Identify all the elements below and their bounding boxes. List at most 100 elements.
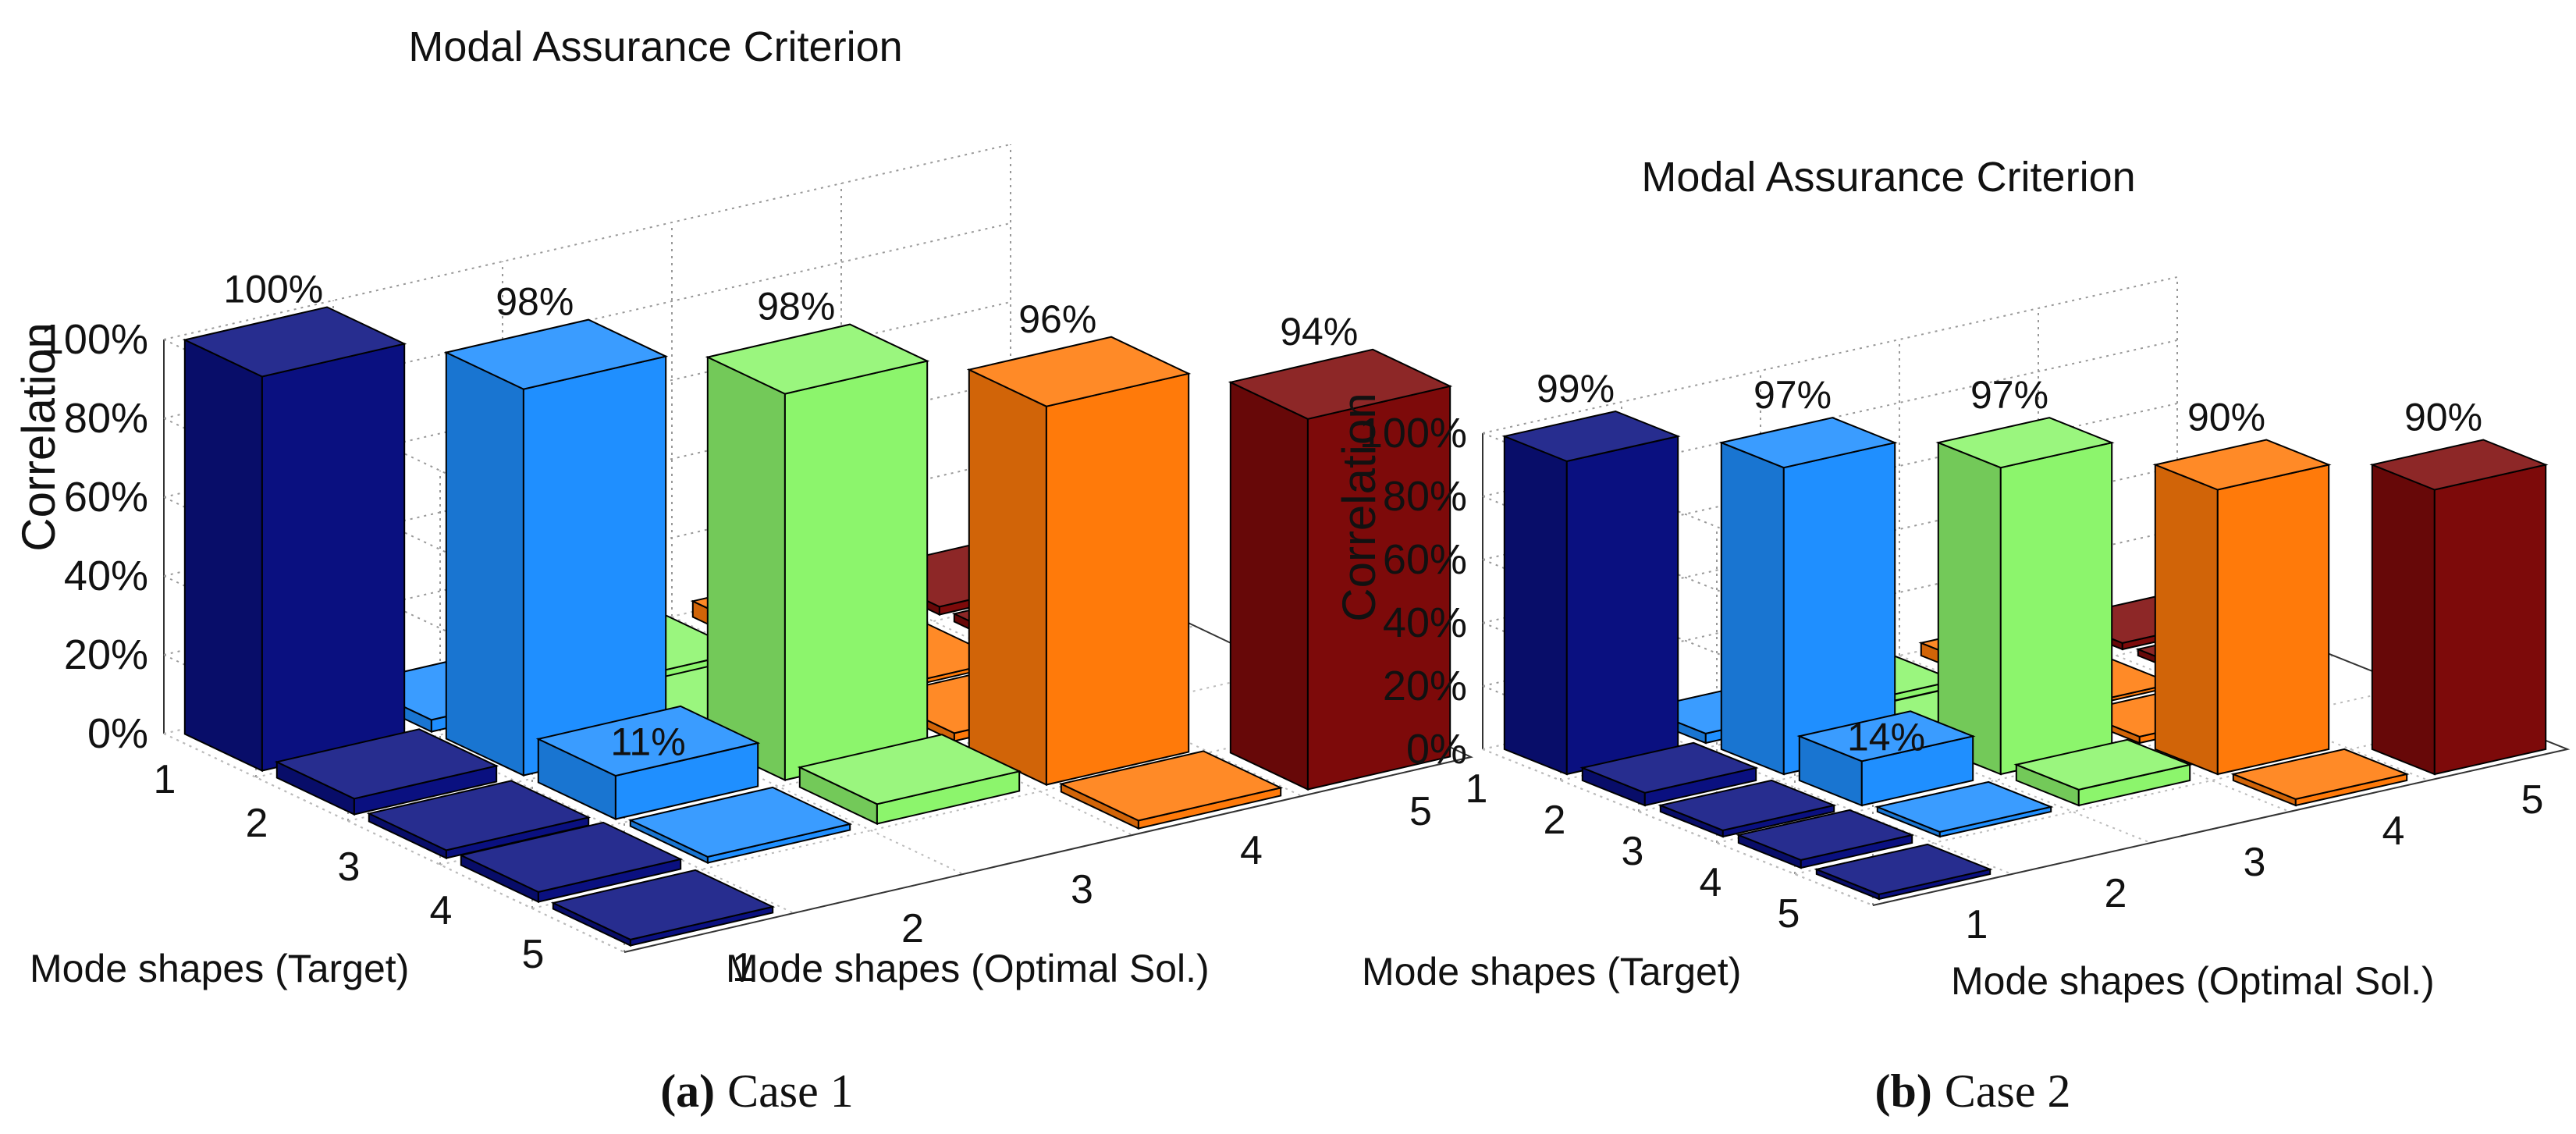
bar-top — [1058, 750, 1284, 822]
bar — [2230, 748, 2410, 807]
bar — [1658, 779, 1837, 838]
bar-face — [1565, 435, 1679, 776]
bar-face — [1503, 435, 1568, 776]
bar-top — [2013, 738, 2193, 791]
caption: (a) Case 1 — [660, 1065, 854, 1117]
caption: (b) Case 2 — [1875, 1065, 2071, 1117]
z-tick-label: 40% — [64, 553, 148, 599]
y-tick-label: 4 — [2382, 809, 2405, 854]
z-tick-label: 0% — [87, 710, 148, 757]
bar-face — [1999, 441, 2113, 776]
data-label: 90% — [2404, 396, 2482, 439]
y-axis-label: Mode shapes (Optimal Sol.) — [726, 947, 1210, 990]
bar — [550, 869, 776, 947]
bar-top — [182, 306, 407, 378]
y-tick-label: 5 — [1409, 789, 1432, 834]
data-labels: 100% 98% 98% 96% 94% 11% — [223, 268, 1358, 764]
bar-top — [797, 734, 1022, 805]
data-label: 98% — [757, 285, 835, 329]
bar-top — [550, 869, 776, 940]
highlight-label: 14% — [1847, 715, 1925, 759]
z-tick-label: 100% — [41, 316, 148, 363]
bar-face — [445, 351, 524, 777]
chart-title: Modal Assurance Criterion — [1641, 154, 2135, 201]
z-tick-label: 0% — [1406, 726, 1467, 773]
data-label: 96% — [1018, 297, 1096, 341]
bar-top — [1579, 741, 1759, 794]
bar-face — [522, 355, 667, 777]
bar — [1935, 417, 2115, 776]
x-tick-label: 3 — [338, 844, 361, 890]
bars — [1501, 410, 2549, 901]
bar-top — [1718, 417, 1898, 469]
z-tick-label: 40% — [1383, 599, 1467, 646]
bar-top — [627, 786, 853, 858]
bar-face — [1937, 441, 2002, 776]
z-tick-label: 80% — [1383, 473, 1467, 520]
x-axis-label: Mode shapes (Target) — [30, 947, 409, 990]
z-tick-label: 80% — [64, 395, 148, 442]
data-label: 90% — [2187, 396, 2265, 439]
z-tick-label: 100% — [1359, 410, 1467, 457]
bar — [1796, 710, 1976, 807]
y-axis-label: Mode shapes (Optimal Sol.) — [1951, 959, 2435, 1003]
bar-top — [1736, 809, 1915, 861]
bar — [1718, 417, 1898, 776]
bar-face — [1045, 372, 1190, 786]
bar-top — [1814, 843, 1993, 895]
y-tick-label: 1 — [732, 945, 755, 990]
bar — [966, 336, 1192, 787]
bar — [1058, 750, 1284, 830]
bar-top — [1796, 710, 1976, 763]
y-tick-label: 5 — [2521, 777, 2544, 823]
bar — [1501, 410, 1681, 776]
z-axis-label: Correlation — [1333, 393, 1385, 621]
highlight-label: 11% — [610, 720, 685, 763]
bar-face — [183, 338, 263, 773]
bar-face — [261, 343, 406, 772]
bar-top — [705, 323, 930, 395]
bar — [535, 705, 761, 821]
bar-top — [535, 705, 761, 777]
x-tick-label: 5 — [522, 932, 545, 977]
bar-top — [2230, 748, 2410, 800]
bar-face — [2154, 464, 2219, 776]
bar — [2152, 439, 2332, 776]
z-tick-label: 60% — [64, 474, 148, 521]
data-label: 97% — [1970, 373, 2048, 417]
z-tick-label: 20% — [1383, 663, 1467, 709]
bar-top — [1658, 779, 1837, 831]
bar — [274, 728, 499, 816]
bar-face — [1720, 441, 1785, 776]
caption-letter: (a) — [660, 1065, 715, 1117]
bar — [1874, 780, 2054, 838]
z-tick-label: 60% — [1383, 536, 1467, 583]
x-tick-label: 1 — [1466, 766, 1488, 812]
bar-face — [2433, 464, 2547, 776]
data-label: 97% — [1753, 373, 1832, 417]
x-tick-label: 2 — [1544, 798, 1566, 843]
chart-panel-case-2: Modal Assurance Criterion 0% 20% 40% 60% 80%… — [1333, 154, 2571, 1117]
y-tick-label: 4 — [1240, 828, 1263, 873]
gridline — [163, 733, 625, 953]
bar-top — [458, 821, 684, 893]
bar-face — [1229, 381, 1309, 791]
chart-panel-case-1: Modal Assurance Criterion 0%20%40%60%80%… — [12, 23, 1474, 1117]
gridline — [163, 222, 1011, 419]
data-label: 98% — [496, 280, 574, 324]
chart-title: Modal Assurance Criterion — [408, 23, 902, 70]
z-tick-label: 20% — [64, 631, 148, 678]
y-tick-label: 3 — [2244, 840, 2266, 885]
z-axis-label: Correlation — [12, 322, 65, 551]
x-axis-label: Mode shapes (Target) — [1362, 950, 1741, 994]
bar-face — [783, 360, 929, 781]
bar-top — [1935, 417, 2115, 469]
caption-letter: (b) — [1875, 1065, 1932, 1117]
bar-face — [706, 356, 786, 782]
bar — [2369, 439, 2549, 776]
gridline — [163, 144, 1011, 340]
x-tick-label: 2 — [246, 801, 268, 846]
